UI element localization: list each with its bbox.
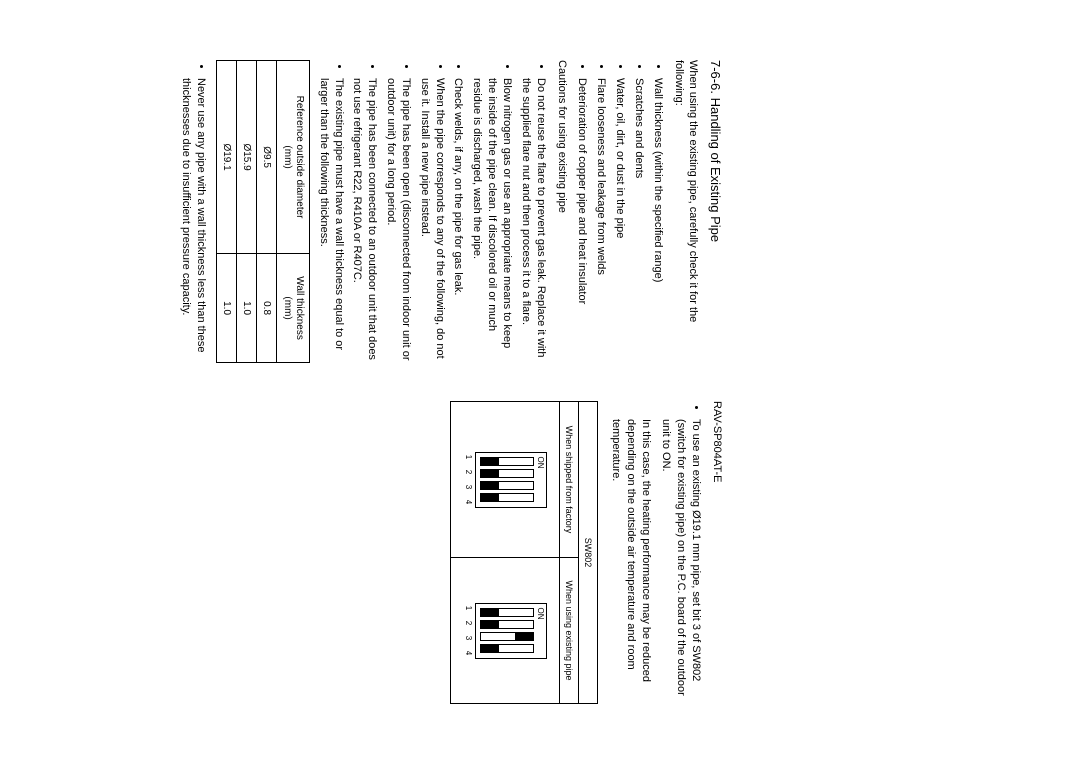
dip-number: 3	[464, 634, 473, 643]
dip-channel	[480, 644, 534, 653]
caution-item: The pipe has been connected to an outdoo…	[350, 78, 380, 363]
header-unit: (mm)	[282, 145, 293, 168]
on-label: ON	[536, 457, 544, 503]
table-row: Ø19.1 1.0	[216, 61, 236, 363]
caution-item: Check welds, if any, on the pipe for gas…	[451, 78, 466, 363]
check-list: Wall thickness (within the specified ran…	[575, 60, 665, 363]
cell-thickness: 0.8	[256, 254, 276, 363]
check-item: Deterioration of copper pipe and heat in…	[575, 78, 590, 363]
pipe-thickness-table: Reference outside diameter (mm) Wall thi…	[216, 60, 310, 363]
check-item: Wall thickness (within the specified ran…	[650, 78, 665, 363]
table-header-row: Reference outside diameter (mm) Wall thi…	[276, 61, 309, 363]
left-column: 7-6-6. Handling of Existing Pipe When us…	[172, 60, 724, 363]
dip-channel	[480, 608, 534, 617]
dip-knob	[515, 633, 533, 640]
dip-channel	[480, 481, 534, 490]
dip-channel	[480, 493, 534, 502]
dip-channel	[480, 632, 534, 641]
dip-number: 2	[464, 619, 473, 628]
section-title-text: Handling of Existing Pipe	[708, 98, 723, 243]
dip-number: 4	[464, 649, 473, 658]
dip-right-label: When using existing pipe	[560, 558, 579, 704]
dip-number: 1	[464, 604, 473, 613]
header-unit: (mm)	[282, 296, 293, 319]
section-heading: 7-6-6. Handling of Existing Pipe	[706, 60, 724, 363]
cautions-list: Do not reuse the flare to prevent gas le…	[316, 60, 548, 363]
right-column: RAV-SP804AT-E To use an existing Ø19.1 m…	[172, 401, 724, 704]
dip-knob	[481, 621, 499, 628]
right-notes-list: To use an existing Ø19.1 mm pipe, set bi…	[659, 401, 704, 704]
cautions-heading: Cautions for using existing pipe	[554, 60, 569, 363]
caution-item: When the pipe corresponds to any of the …	[417, 78, 447, 363]
dip-title-row: SW802	[579, 402, 598, 704]
cell-thickness: 1.0	[236, 254, 256, 363]
cell-diameter: Ø19.1	[216, 61, 236, 254]
content-sheet: 7-6-6. Handling of Existing Pipe When us…	[0, 0, 764, 764]
col-header-thickness: Wall thickness (mm)	[276, 254, 309, 363]
warning-text: Never use any pipe with a wall thickness…	[178, 78, 208, 363]
two-column-layout: 7-6-6. Handling of Existing Pipe When us…	[172, 60, 724, 704]
dip-knob	[481, 458, 499, 465]
dip-knob	[481, 609, 499, 616]
dip-switch-icon: ON 1 2 3 4	[464, 603, 547, 659]
dip-channel	[480, 620, 534, 629]
header-text: Wall thickness	[294, 276, 305, 340]
page: 7-6-6. Handling of Existing Pipe When us…	[0, 0, 1080, 764]
dip-knob	[481, 482, 499, 489]
right-note-2: In this case, the heating performance ma…	[608, 401, 653, 704]
cell-diameter: Ø9.5	[256, 61, 276, 254]
section-number: 7-6-6.	[708, 60, 723, 94]
dip-number: 3	[464, 483, 473, 492]
dip-title: SW802	[579, 402, 598, 704]
header-text: Reference outside diameter	[294, 96, 305, 219]
table-row: Ø9.5 0.8	[256, 61, 276, 363]
warning-list: Never use any pipe with a wall thickness…	[178, 60, 208, 363]
dip-channel	[480, 457, 534, 466]
dip-knob	[481, 470, 499, 477]
intro-text: When using the existing pipe, carefully …	[671, 60, 701, 363]
dip-labels-row: When shipped from factory When using exi…	[560, 402, 579, 704]
dip-channel	[480, 469, 534, 478]
check-item: Water, oil, dirt, or dust in the pipe	[612, 78, 627, 363]
on-label: ON	[536, 608, 544, 654]
cell-diameter: Ø15.9	[236, 61, 256, 254]
dip-switch-icon: ON 1 2 3 4	[464, 452, 547, 508]
dip-left-label: When shipped from factory	[560, 402, 579, 558]
right-note: To use an existing Ø19.1 mm pipe, set bi…	[659, 419, 704, 704]
caution-item: Blow nitrogen gas or use an appropriate …	[469, 78, 514, 363]
dip-number: 1	[464, 453, 473, 462]
dip-switch-existing: ON 1 2 3 4	[451, 558, 560, 704]
dip-number: 2	[464, 468, 473, 477]
cell-thickness: 1.0	[216, 254, 236, 363]
table-row: Ø15.9 1.0	[236, 61, 256, 363]
dip-number: 4	[464, 498, 473, 507]
caution-item: The existing pipe must have a wall thick…	[316, 78, 346, 363]
check-item: Scratches and dents	[631, 78, 646, 363]
dip-switch-row: ON 1 2 3 4 ON	[451, 402, 560, 704]
dip-switch-factory: ON 1 2 3 4	[451, 402, 560, 558]
col-header-diameter: Reference outside diameter (mm)	[276, 61, 309, 254]
model-label: RAV-SP804AT-E	[709, 401, 724, 704]
dip-knob	[481, 645, 499, 652]
dip-knob	[481, 494, 499, 501]
caution-item: The pipe has been open (disconnected fro…	[383, 78, 413, 363]
caution-item: Do not reuse the flare to prevent gas le…	[518, 78, 548, 363]
check-item: Flare looseness and leakage from welds	[593, 78, 608, 363]
dip-switch-table: SW802 When shipped from factory When usi…	[450, 401, 598, 704]
